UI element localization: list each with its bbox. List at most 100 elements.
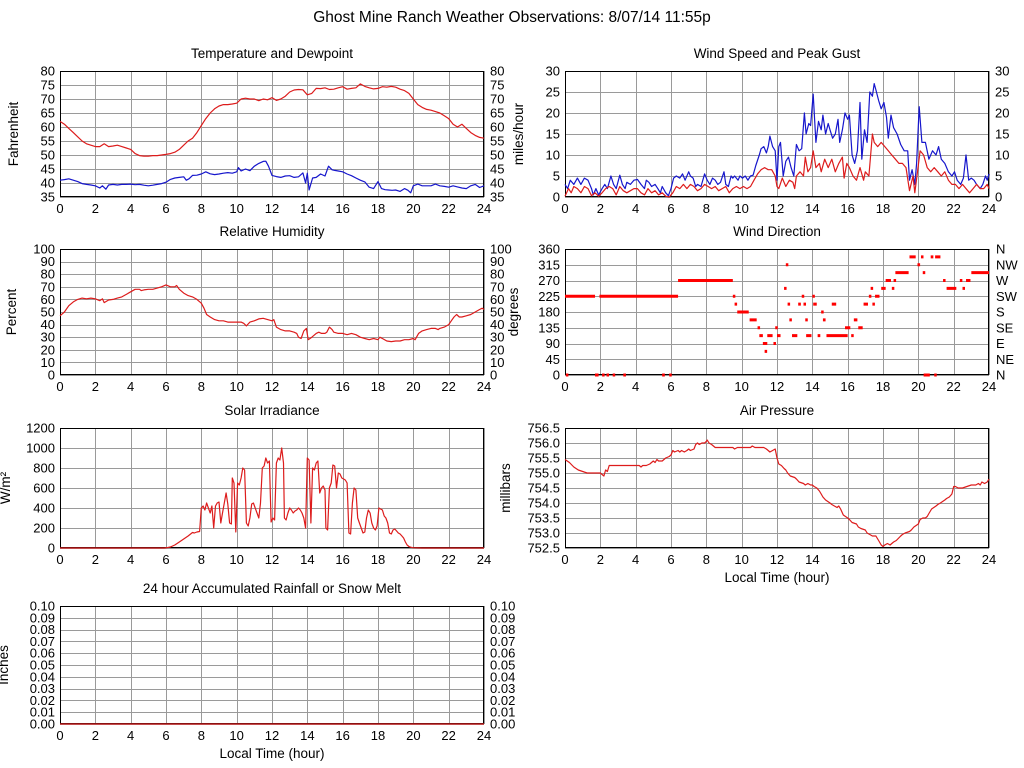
- plot-border: [60, 71, 484, 197]
- svg-text:4: 4: [127, 201, 134, 216]
- svg-text:90: 90: [546, 336, 560, 351]
- svg-text:14: 14: [805, 552, 819, 567]
- svg-text:600: 600: [33, 481, 55, 496]
- svg-text:N: N: [996, 242, 1005, 257]
- svg-text:754.5: 754.5: [527, 481, 560, 496]
- svg-text:24: 24: [477, 728, 491, 743]
- svg-text:80: 80: [490, 64, 504, 79]
- svg-text:755.5: 755.5: [527, 451, 560, 466]
- y-axis-label: degrees: [506, 287, 521, 336]
- svg-text:50: 50: [490, 148, 504, 163]
- svg-text:2: 2: [597, 552, 604, 567]
- svg-text:0: 0: [48, 368, 55, 383]
- grid: [60, 428, 485, 549]
- chart-solar-irradiance: Solar Irradiance 0 2 4 6 8 10 12 14 16 18 20 22 2402…: [0, 403, 491, 567]
- svg-text:12: 12: [770, 552, 784, 567]
- svg-text:0.01: 0.01: [490, 705, 515, 720]
- plot-border: [565, 71, 989, 197]
- svg-text:10: 10: [546, 148, 560, 163]
- svg-text:30: 30: [41, 330, 55, 345]
- svg-text:0: 0: [56, 201, 63, 216]
- svg-text:24: 24: [982, 379, 996, 394]
- axis-tick-labels: 0 2 4 6 8 10 12 14 16 18 20 22 24752.5753.0753.5754.…: [527, 421, 996, 568]
- plot-border: [60, 249, 484, 375]
- svg-text:8: 8: [198, 728, 205, 743]
- svg-text:2: 2: [597, 201, 604, 216]
- svg-text:15: 15: [546, 127, 560, 142]
- svg-text:800: 800: [33, 461, 55, 476]
- y-axis-label: miles/hour: [511, 102, 526, 165]
- svg-text:22: 22: [441, 379, 455, 394]
- svg-text:90: 90: [490, 254, 504, 269]
- svg-text:12: 12: [770, 379, 784, 394]
- svg-text:754.0: 754.0: [527, 496, 560, 511]
- svg-text:0: 0: [56, 728, 63, 743]
- svg-text:16: 16: [335, 379, 349, 394]
- svg-text:24: 24: [982, 201, 996, 216]
- plot-border: [565, 428, 989, 548]
- plot-border: [565, 249, 989, 375]
- grid: [565, 428, 990, 549]
- svg-text:10: 10: [734, 201, 748, 216]
- svg-text:20: 20: [911, 379, 925, 394]
- svg-text:6: 6: [667, 552, 674, 567]
- svg-text:8: 8: [198, 379, 205, 394]
- chart-relative-humidity: Relative Humidity 0 2 4 6 8 10 12 14 16 18 20 22 240…: [4, 224, 512, 394]
- svg-text:0: 0: [48, 541, 55, 556]
- svg-text:30: 30: [490, 330, 504, 345]
- svg-text:0.08: 0.08: [490, 622, 515, 637]
- svg-text:20: 20: [406, 379, 420, 394]
- svg-text:15: 15: [995, 127, 1009, 142]
- svg-text:60: 60: [490, 292, 504, 307]
- svg-text:12: 12: [265, 201, 279, 216]
- svg-text:22: 22: [946, 379, 960, 394]
- chart-title: Air Pressure: [740, 403, 814, 418]
- svg-text:6: 6: [162, 728, 169, 743]
- axis-tick-labels: 0 2 4 6 8 10 12 14 16 18 20 22 240200400600800100012…: [26, 421, 491, 568]
- svg-text:0.03: 0.03: [490, 681, 515, 696]
- chart-air-pressure: Air Pressure 0 2 4 6 8 10 12 14 16 18 20 22 24752.57…: [498, 403, 996, 585]
- svg-text:6: 6: [162, 379, 169, 394]
- svg-text:135: 135: [538, 320, 560, 335]
- svg-text:80: 80: [41, 267, 55, 282]
- chart-title: Wind Speed and Peak Gust: [694, 46, 861, 61]
- svg-text:10: 10: [229, 201, 243, 216]
- svg-text:55: 55: [41, 134, 55, 149]
- series-wind-direction: [565, 255, 989, 377]
- chart-title: Wind Direction: [733, 224, 821, 239]
- svg-text:8: 8: [198, 552, 205, 567]
- svg-text:S: S: [996, 305, 1005, 320]
- svg-text:756.0: 756.0: [527, 436, 560, 451]
- svg-text:8: 8: [198, 201, 205, 216]
- svg-text:NE: NE: [996, 352, 1014, 367]
- svg-text:14: 14: [300, 379, 314, 394]
- y-axis-label: Percent: [4, 288, 19, 335]
- svg-text:35: 35: [490, 190, 504, 205]
- chart-wind-direction: Wind Direction 0 2 4 6 8 10 12 14 16 18 20 22 240459…: [506, 224, 1018, 394]
- axis-tick-labels: 0 2 4 6 8 10 12 14 16 18 20 22 240.000.010.020.030.0…: [30, 599, 516, 744]
- svg-text:0: 0: [553, 190, 560, 205]
- svg-text:12: 12: [265, 379, 279, 394]
- svg-text:0.07: 0.07: [490, 634, 515, 649]
- svg-text:2: 2: [92, 201, 99, 216]
- svg-text:10: 10: [734, 552, 748, 567]
- svg-text:30: 30: [546, 64, 560, 79]
- svg-text:752.5: 752.5: [527, 541, 560, 556]
- svg-text:10: 10: [734, 379, 748, 394]
- series-wind-speed: [564, 133, 990, 198]
- svg-text:8: 8: [703, 552, 710, 567]
- svg-text:0.09: 0.09: [490, 610, 515, 625]
- chart-title: 24 hour Accumulated Rainfall or Snow Mel…: [143, 581, 401, 596]
- svg-text:18: 18: [876, 379, 890, 394]
- svg-text:12: 12: [770, 201, 784, 216]
- svg-text:0.10: 0.10: [30, 599, 55, 614]
- svg-text:2: 2: [92, 552, 99, 567]
- svg-text:16: 16: [840, 201, 854, 216]
- y-axis-label: Fahrenheit: [6, 101, 21, 166]
- chart-temperature-dewpoint: Temperature and Dewpoint 0 2 4 6 8 10 12 14 16 18…: [6, 46, 504, 216]
- svg-text:14: 14: [805, 379, 819, 394]
- svg-text:25: 25: [546, 85, 560, 100]
- svg-text:0.03: 0.03: [30, 681, 55, 696]
- plot-border: [60, 428, 484, 548]
- svg-text:45: 45: [490, 162, 504, 177]
